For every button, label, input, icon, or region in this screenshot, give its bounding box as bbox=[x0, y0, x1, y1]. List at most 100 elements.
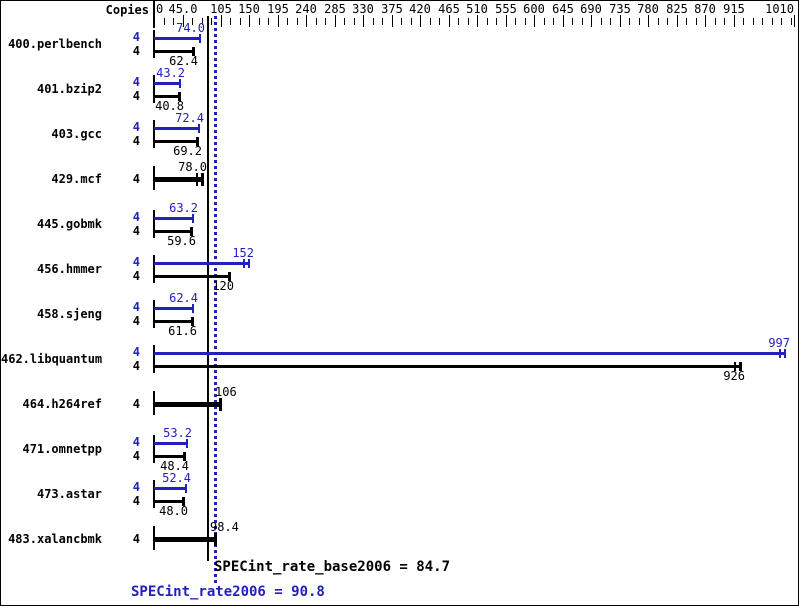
axis-minor-tick bbox=[230, 18, 231, 25]
benchmark-name-label: 403.gcc bbox=[51, 127, 102, 141]
axis-minor-tick bbox=[164, 18, 165, 25]
copies-count-label: 4 bbox=[132, 314, 140, 328]
axis-minor-tick bbox=[667, 18, 668, 25]
axis-tick-label: 645 bbox=[552, 2, 574, 16]
copies-count-label: 4 bbox=[132, 224, 140, 238]
axis-tick-label: 870 bbox=[694, 2, 716, 16]
bar-value-label: 69.2 bbox=[173, 144, 202, 158]
bar-second-end-cap bbox=[196, 173, 198, 186]
axis-major-tick bbox=[591, 15, 592, 27]
bar-end-cap bbox=[190, 227, 193, 236]
copies-count-label: 4 bbox=[132, 255, 140, 269]
bar-second-end-cap bbox=[734, 362, 736, 371]
axis-major-tick bbox=[306, 15, 307, 27]
axis-tick-label: 465 bbox=[438, 2, 460, 16]
axis-tick-label: 690 bbox=[580, 2, 602, 16]
benchmark-name-label: 401.bzip2 bbox=[36, 82, 102, 96]
axis-minor-tick bbox=[173, 18, 174, 25]
axis-minor-tick bbox=[287, 18, 288, 25]
bar-value-label: 59.6 bbox=[167, 234, 196, 248]
peak-reference-line bbox=[214, 16, 217, 586]
axis-major-tick bbox=[335, 15, 336, 27]
axis-minor-tick bbox=[240, 18, 241, 25]
bar-value-label: 53.2 bbox=[163, 426, 192, 440]
copies-count-label: 4 bbox=[132, 172, 140, 186]
peak-bar bbox=[154, 127, 200, 130]
axis-minor-tick bbox=[553, 18, 554, 25]
bar-end-cap bbox=[201, 173, 204, 186]
base-bar bbox=[154, 230, 192, 233]
axis-major-tick bbox=[392, 15, 393, 27]
bar-end-cap bbox=[248, 259, 250, 268]
base-bar bbox=[154, 95, 180, 98]
bar-end-cap bbox=[183, 452, 186, 461]
bar-start-line bbox=[153, 435, 155, 463]
axis-major-tick bbox=[794, 15, 795, 27]
axis-tick-label: 915 bbox=[723, 2, 745, 16]
axis-major-tick bbox=[221, 15, 222, 27]
axis-tick-label: 600 bbox=[523, 2, 545, 16]
bar-value-label: 52.4 bbox=[162, 471, 191, 485]
bar-end-cap bbox=[198, 124, 200, 133]
copies-count-label: 4 bbox=[132, 44, 140, 58]
axis-major-tick bbox=[563, 15, 564, 27]
axis-minor-tick bbox=[259, 18, 260, 25]
peak-bar bbox=[154, 352, 786, 355]
axis-minor-tick bbox=[325, 18, 326, 25]
axis-minor-tick bbox=[601, 18, 602, 25]
axis-major-tick bbox=[534, 15, 535, 27]
base-bar bbox=[154, 365, 741, 368]
copies-column-header: Copies bbox=[105, 3, 149, 17]
axis-tick-label: 420 bbox=[409, 2, 431, 16]
bar-value-label: 997 bbox=[768, 336, 790, 350]
axis-tick-label: 195 bbox=[267, 2, 289, 16]
copies-count-label: 4 bbox=[132, 89, 140, 103]
base-metric-text: SPECint_rate_base2006 = 84.7 bbox=[214, 559, 451, 575]
copies-count-label: 4 bbox=[132, 397, 140, 411]
axis-minor-tick bbox=[715, 18, 716, 25]
bar-end-cap bbox=[228, 272, 231, 281]
bar-value-label: 72.4 bbox=[175, 111, 204, 125]
bar-end-cap bbox=[191, 317, 194, 326]
peak-bar bbox=[154, 442, 188, 445]
benchmark-name-label: 471.omnetpp bbox=[22, 442, 102, 456]
bar-end-cap bbox=[784, 349, 786, 358]
axis-major-tick bbox=[705, 15, 706, 27]
bar-end-cap bbox=[192, 47, 195, 56]
base-bar bbox=[154, 275, 230, 278]
axis-minor-tick bbox=[192, 18, 193, 25]
axis-major-tick bbox=[734, 15, 735, 27]
base-reference-line bbox=[207, 16, 209, 561]
bar-end-cap bbox=[186, 439, 188, 448]
axis-minor-tick bbox=[430, 18, 431, 25]
benchmark-name-label: 445.gobmk bbox=[36, 217, 102, 231]
axis-minor-tick bbox=[696, 18, 697, 25]
bar-end-cap bbox=[739, 362, 742, 371]
bar-value-label: 74.0 bbox=[176, 21, 205, 35]
axis-major-tick bbox=[620, 15, 621, 27]
peak-metric-text: SPECint_rate2006 = 90.8 bbox=[131, 584, 325, 600]
benchmark-name-label: 483.xalancbmk bbox=[8, 532, 102, 546]
bar-end-cap bbox=[192, 214, 194, 223]
bar-value-label: 120 bbox=[212, 279, 234, 293]
bar-value-label: 152 bbox=[232, 246, 254, 260]
axis-minor-tick bbox=[354, 18, 355, 25]
axis-tick-label: 825 bbox=[666, 2, 688, 16]
axis-minor-tick bbox=[582, 18, 583, 25]
base-bar bbox=[154, 140, 198, 143]
base-bar bbox=[154, 50, 194, 53]
bar-end-cap bbox=[199, 34, 201, 43]
base-bar bbox=[154, 455, 185, 458]
bar-value-label: 78.0 bbox=[178, 160, 207, 174]
axis-minor-tick bbox=[458, 18, 459, 25]
axis-tick-label: 1010 bbox=[765, 2, 794, 16]
base-bar bbox=[154, 500, 184, 503]
bar-end-cap bbox=[219, 398, 222, 411]
axis-minor-tick bbox=[297, 18, 298, 25]
axis-minor-tick bbox=[791, 18, 792, 25]
bar-start-line bbox=[153, 210, 155, 238]
copies-count-label: 4 bbox=[132, 210, 140, 224]
